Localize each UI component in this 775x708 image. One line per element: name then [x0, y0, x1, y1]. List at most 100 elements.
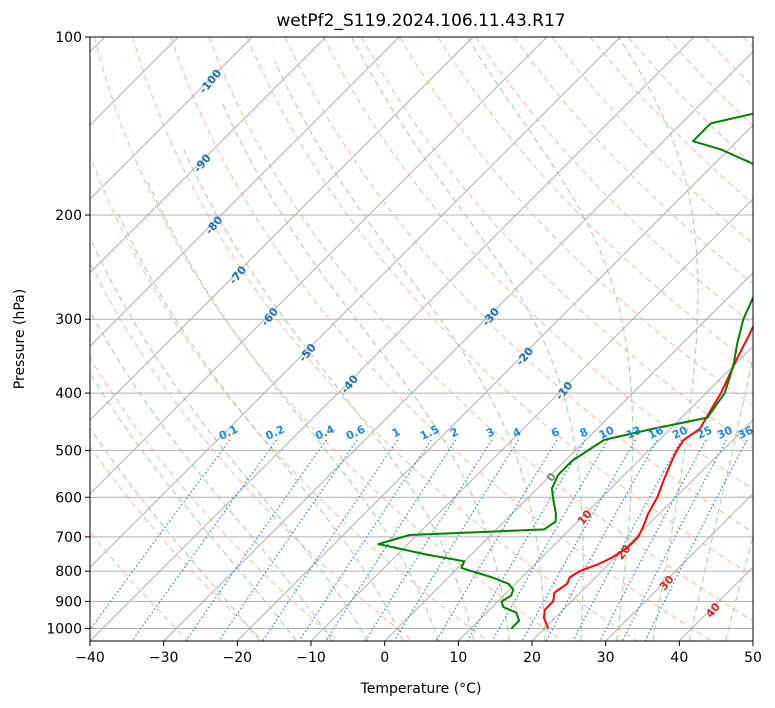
moist-adiabat-line	[90, 372, 297, 641]
mixing-ratio-label: 2	[448, 425, 460, 440]
moist-adiabat-line	[118, 214, 404, 641]
mixing-ratio-label: 0.1	[217, 423, 240, 443]
dry-adiabat-line	[90, 153, 488, 641]
isotherm-line	[90, 37, 548, 495]
mixing-ratio-line	[599, 439, 707, 641]
x-tick-label: 10	[449, 650, 467, 666]
y-tick-label: 1000	[46, 621, 82, 637]
dry-adiabat-line	[132, 37, 638, 641]
mixing-ratio-label: 0.2	[264, 423, 287, 443]
dry-adiabat-line	[90, 530, 190, 641]
x-axis-ticks: −40 −30 −20 −10 0 10 20 30 40 50	[75, 641, 762, 666]
x-tick-label: 50	[744, 650, 762, 666]
mixing-ratio-line	[621, 439, 727, 641]
moist-adiabat-line	[725, 534, 753, 641]
mixing-ratio-label: 0.6	[344, 423, 367, 443]
isotherm-line	[163, 51, 753, 641]
moist-adiabat-line	[618, 37, 699, 641]
dry-adiabat-line	[208, 37, 753, 622]
x-tick-label: −10	[296, 650, 326, 666]
isotherm-line	[90, 37, 474, 421]
plot-frame	[89, 36, 754, 642]
mixing-ratio-line	[90, 439, 231, 631]
moist-adiabat-line	[90, 310, 333, 641]
dry-adiabat-label: -60	[258, 305, 281, 329]
dry-adiabat-label: -100	[197, 67, 225, 97]
dry-adiabat-line	[666, 37, 753, 127]
mixing-ratio-line	[262, 439, 399, 641]
moist-adiabat-line	[274, 61, 546, 641]
dry-adiabat-line	[94, 37, 563, 641]
mixing-ratio-label: 1	[390, 425, 402, 440]
dry-adiabat-line	[551, 37, 753, 245]
x-tick-label: 30	[597, 650, 615, 666]
moist-adiabat-label: 40	[703, 600, 723, 620]
chart-title: wetPf2_S119.2024.106.11.43.R17	[276, 11, 565, 31]
dry-adiabat-line	[513, 37, 753, 285]
moist-adiabat-line	[90, 239, 369, 641]
isotherm-line	[752, 640, 753, 641]
moist-adiabat-line	[90, 427, 261, 641]
y-tick-label: 700	[55, 530, 82, 546]
x-tick-label: 0	[380, 650, 389, 666]
mixing-ratio-line	[218, 439, 358, 641]
y-tick-label: 500	[55, 443, 82, 459]
mixing-ratio-label: 25	[695, 424, 714, 442]
mixing-ratio-line	[521, 439, 636, 641]
temperature-profile	[543, 324, 753, 629]
mixing-ratio-label: 4	[511, 425, 524, 440]
y-axis-ticks: 100 200 300 400 500 600 700 800 900 1000	[46, 30, 90, 637]
dry-adiabat-line	[90, 261, 414, 641]
mixing-ratio-line	[298, 439, 432, 641]
y-axis-label: Pressure (hPa)	[12, 289, 28, 389]
isotherm-line	[384, 272, 753, 641]
isotherm-line	[605, 493, 753, 641]
dry-adiabat-line	[284, 37, 753, 534]
mixing-ratio-label: 30	[715, 423, 735, 441]
mixing-ratio-line	[491, 439, 609, 641]
mixing-ratio-label: 1.5	[418, 423, 441, 443]
y-tick-label: 900	[55, 594, 82, 610]
x-tick-label: 40	[670, 650, 688, 666]
y-tick-label: 600	[55, 490, 82, 506]
dry-adiabat-line	[322, 37, 753, 491]
mixing-ratio-label: 16	[646, 423, 666, 441]
plot-area: 0.1 0.2 0.4 0.6 1 1.5 2 3 4 6 8 10 13 16 20 25 30 36-100-…	[90, 37, 756, 641]
y-tick-label: 300	[55, 312, 82, 328]
dry-adiabat-line	[704, 37, 753, 88]
y-tick-label: 400	[55, 386, 82, 402]
x-axis-label: Temperature (°C)	[360, 681, 482, 697]
dry-adiabat-line	[90, 445, 264, 641]
mixing-ratio-line	[364, 439, 493, 641]
y-tick-label: 800	[55, 564, 82, 580]
moist-adiabat-label: 10	[575, 507, 595, 527]
x-tick-label: −20	[223, 650, 253, 666]
dry-adiabat-label: -30	[479, 305, 502, 329]
dry-adiabat-line	[246, 37, 753, 577]
mixing-ratio-line	[393, 439, 519, 641]
mixing-ratio-label: 10	[597, 423, 617, 441]
mixing-ratio-line	[466, 439, 587, 641]
y-tick-label: 200	[55, 208, 82, 224]
isotherm-line	[531, 419, 753, 641]
mixing-ratio-line	[185, 439, 327, 641]
dry-adiabat-label: -50	[296, 341, 319, 365]
moist-adiabat-line	[351, 37, 584, 641]
moist-adiabat-line	[183, 149, 475, 641]
mixing-ratio-label: 36	[736, 423, 756, 441]
isotherm-line	[90, 37, 327, 274]
mixing-ratio-label: 20	[670, 423, 690, 441]
mixing-ratio-line	[644, 439, 748, 641]
dry-adiabat-line	[170, 37, 712, 641]
x-tick-label: 20	[523, 650, 541, 666]
moist-adiabat-line	[146, 180, 439, 641]
dry-adiabat-line	[361, 37, 753, 448]
isotherm-line	[678, 566, 753, 641]
dry-adiabat-label: -70	[226, 263, 249, 287]
isotherm-line	[236, 124, 753, 641]
moist-adiabat-line	[688, 355, 753, 641]
dry-adiabat-line	[90, 356, 339, 641]
dewpoint-profile	[377, 112, 753, 630]
x-tick-label: −40	[75, 650, 105, 666]
